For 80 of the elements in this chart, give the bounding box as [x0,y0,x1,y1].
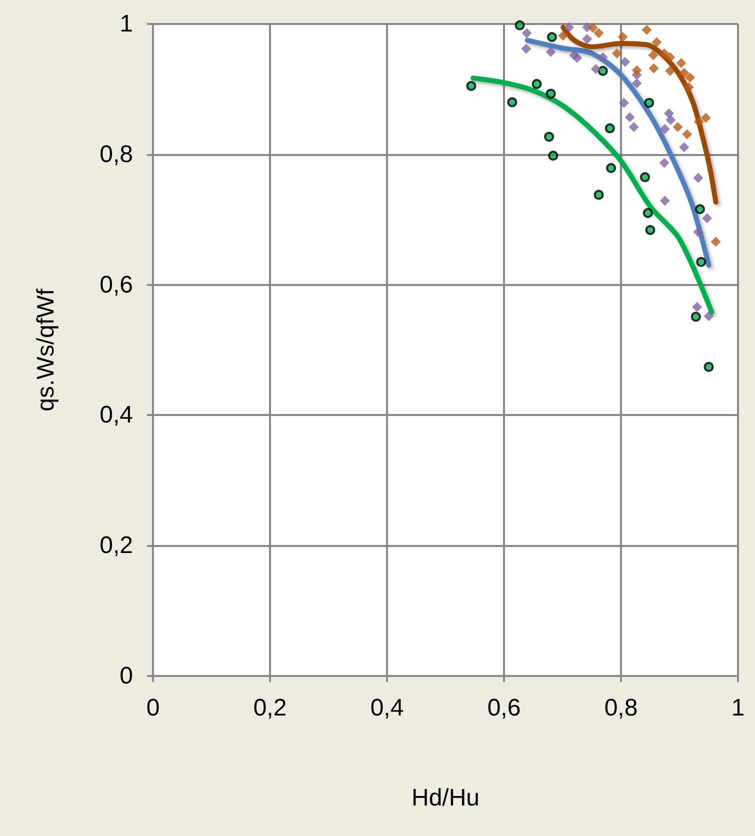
point [700,112,711,123]
point [702,213,712,224]
point [548,150,558,161]
x-axis-title: Hd/Hu [411,784,480,812]
point [644,98,654,108]
point [507,97,518,108]
point [522,28,532,38]
x-tick-label: 0,4 [370,694,404,722]
point [693,226,704,237]
point [532,78,542,89]
y-tick-label: 0,8 [100,140,133,168]
point [618,32,628,42]
point [466,80,476,91]
point [620,56,630,67]
point [606,163,616,174]
point [696,256,706,267]
point [558,30,568,41]
point [546,88,556,99]
point [704,311,714,322]
point [652,37,662,48]
point [572,52,582,63]
point [632,78,642,88]
point [666,114,676,125]
point [694,116,704,127]
point [590,64,601,74]
point [624,112,635,122]
point [618,98,629,108]
point [694,204,705,214]
point [564,22,574,32]
point [642,24,652,35]
y-tick-label: 1 [120,10,133,38]
x-tick-label: 0 [146,694,160,722]
point [645,225,656,236]
point [546,47,556,58]
point [604,123,615,134]
point [665,66,676,76]
point [684,82,694,92]
point [672,122,683,132]
y-tick-label: 0 [120,662,133,690]
point [598,66,608,76]
point [640,172,650,182]
point [659,158,670,168]
x-tick-label: 0,2 [253,694,287,722]
point [514,20,525,30]
point [546,32,557,42]
point [676,58,686,68]
y-tick-label: 0,6 [100,271,133,298]
point [612,48,622,58]
point [582,34,592,44]
point [664,108,674,118]
x-tick-label: 1 [731,694,745,722]
point [679,142,690,152]
x-tick-label: 0,6 [487,694,521,722]
point [690,312,701,322]
point [659,48,670,58]
point [665,52,676,62]
y-tick-label: 0,4 [100,402,133,429]
point [632,65,642,76]
point [628,122,639,132]
point [660,196,670,206]
point [710,236,721,247]
point [648,63,659,74]
point [693,172,704,183]
point [685,72,696,82]
y-axis-title: qs.Ws/qfWf [32,288,60,412]
point [642,208,653,218]
point [588,22,598,33]
point [660,124,670,134]
point [704,362,714,372]
point [598,52,608,62]
point [692,302,702,312]
point [594,28,604,38]
point [594,190,604,200]
y-tick-label: 0,2 [100,532,133,560]
x-tick-label: 0,8 [604,694,638,722]
point [544,132,554,142]
point [679,68,690,78]
point [682,129,692,140]
point [648,50,658,60]
point [521,44,532,54]
